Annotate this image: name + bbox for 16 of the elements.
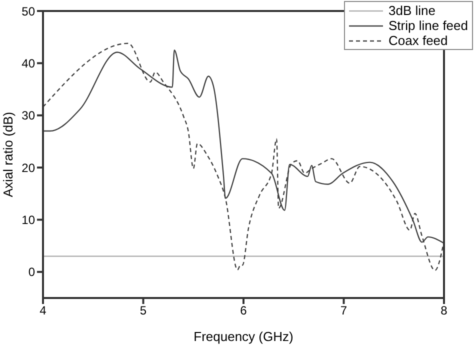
y-tick-label: 30 (22, 108, 36, 123)
x-tick-label: 5 (140, 304, 147, 318)
y-tick-label: 40 (22, 56, 36, 70)
x-tick-label: 7 (340, 304, 348, 318)
y-axis-title: Axial ratio (dB) (0, 112, 16, 198)
y-tick-label: 10 (22, 212, 36, 227)
x-axis-title: Frequency (GHz) (194, 329, 294, 344)
y-tick-label: 50 (22, 4, 36, 18)
y-tick-label: 20 (22, 160, 36, 175)
legend-label: Strip line feed (388, 18, 468, 33)
legend-label: 3dB line (388, 3, 436, 18)
legend-label: Coax feed (388, 33, 448, 48)
x-tick-label: 6 (240, 304, 248, 318)
y-tick-label: 0 (28, 265, 36, 280)
x-tick-label: 8 (440, 304, 448, 318)
x-tick-label: 4 (40, 304, 47, 318)
